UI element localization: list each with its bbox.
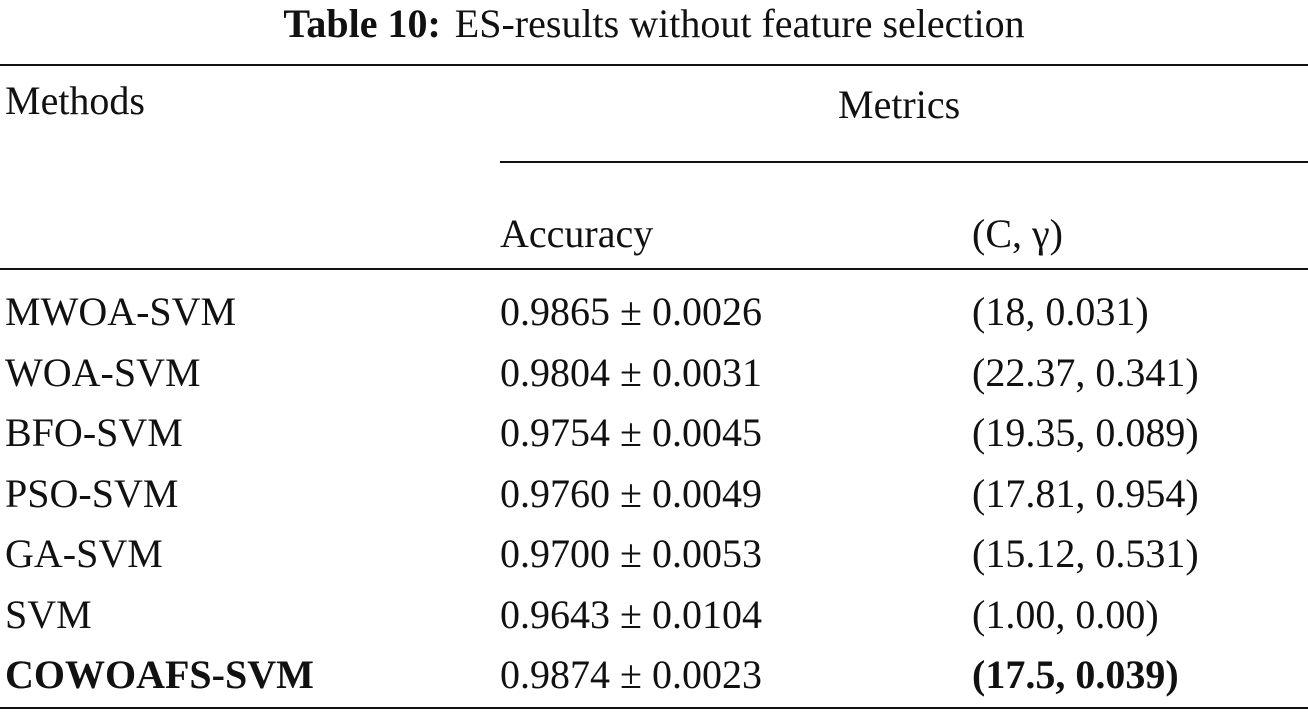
accuracy-cell: 0.9754 ± 0.0045 [500, 410, 762, 455]
params-cell: (19.35, 0.089) [972, 410, 1199, 455]
params-cell: (22.37, 0.341) [972, 349, 1199, 395]
bottom-rule [0, 707, 1308, 709]
method-cell: GA-SVM [5, 531, 163, 576]
method-cell: SVM [5, 591, 92, 637]
caption: Table 10: ES-results without feature sele… [0, 4, 1308, 44]
caption-text: ES-results without feature selection [454, 1, 1025, 46]
header-rule [0, 268, 1308, 270]
method-cell: COWOAFS-SVM [5, 652, 314, 697]
header-methods: Methods [5, 78, 145, 123]
accuracy-cell: 0.9760 ± 0.0049 [500, 470, 762, 516]
params-cell: (17.5, 0.039) [972, 652, 1179, 697]
header-params: (C, γ) [972, 211, 1063, 256]
params-cell: (18, 0.031) [972, 289, 1149, 334]
mid-rule [500, 161, 1308, 163]
method-cell: WOA-SVM [5, 349, 201, 395]
accuracy-cell: 0.9874 ± 0.0023 [500, 652, 762, 697]
accuracy-cell: 0.9804 ± 0.0031 [500, 349, 762, 395]
method-cell: MWOA-SVM [5, 289, 237, 334]
accuracy-cell: 0.9865 ± 0.0026 [500, 289, 762, 334]
params-cell: (15.12, 0.531) [972, 531, 1199, 576]
params-cell: (17.81, 0.954) [972, 470, 1199, 516]
accuracy-cell: 0.9643 ± 0.0104 [500, 591, 762, 637]
method-cell: BFO-SVM [5, 410, 183, 455]
params-cell: (1.00, 0.00) [972, 591, 1159, 637]
top-rule [0, 64, 1308, 66]
caption-label: Table 10: [283, 1, 441, 46]
accuracy-cell: 0.9700 ± 0.0053 [500, 531, 762, 576]
header-metrics: Metrics [838, 82, 961, 127]
method-cell: PSO-SVM [5, 470, 179, 516]
header-accuracy: Accuracy [500, 211, 654, 256]
